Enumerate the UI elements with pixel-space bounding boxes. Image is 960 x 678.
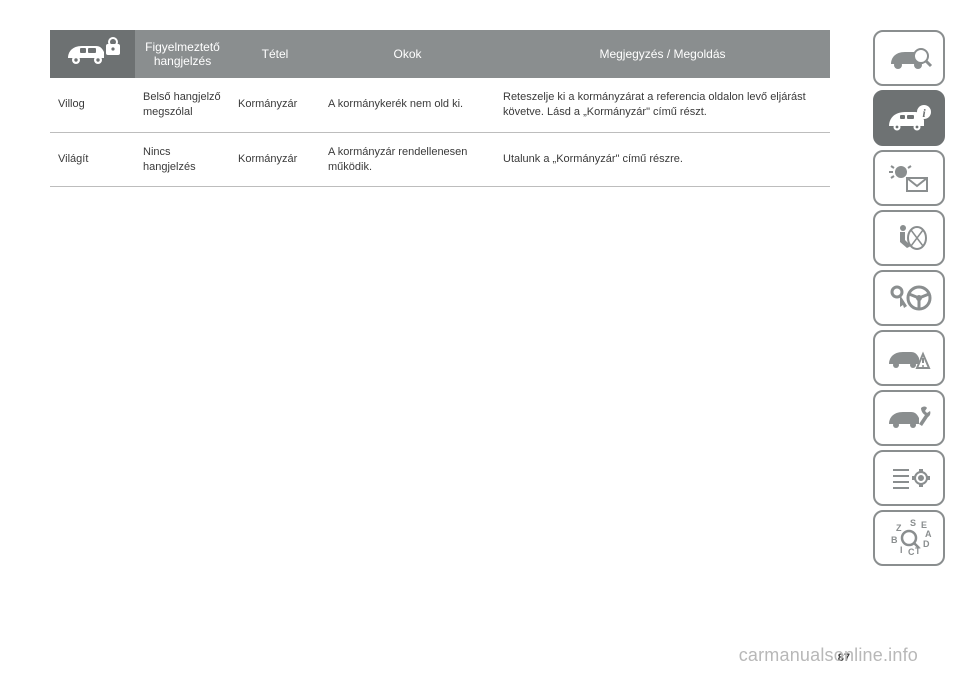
header-icon-cell xyxy=(50,30,135,78)
sidebar-item-maintenance[interactable] xyxy=(873,390,945,446)
warning-table: Figyelmeztető hangjelzés Tétel Okok Megj… xyxy=(50,30,830,187)
header-okok: Okok xyxy=(320,30,495,78)
car-lock-warning-icon xyxy=(62,36,124,73)
index-search-icon: Z B I C T D A E S xyxy=(885,518,933,558)
svg-text:Z: Z xyxy=(896,523,902,533)
car-wrench-icon xyxy=(885,400,933,436)
lights-mail-icon xyxy=(885,160,933,196)
header-megjegyzes: Megjegyzés / Megoldás xyxy=(495,30,830,78)
watermark-text: carmanualsonline.info xyxy=(739,645,918,666)
svg-text:I: I xyxy=(900,545,903,555)
cell-sound: Nincs hangjelzés xyxy=(135,132,230,187)
car-hazard-icon xyxy=(885,340,933,376)
sidebar-item-specs[interactable] xyxy=(873,450,945,506)
svg-text:E: E xyxy=(921,520,927,530)
cell-sound: Belső hangjelző megszólal xyxy=(135,78,230,132)
svg-text:A: A xyxy=(925,529,932,539)
sidebar-item-index[interactable]: Z B I C T D A E S xyxy=(873,510,945,566)
key-steering-icon xyxy=(885,280,933,316)
cell-status: Világít xyxy=(50,132,135,187)
list-gear-icon xyxy=(885,460,933,496)
cell-solution: Utalunk a „Kormányzár" című részre. xyxy=(495,132,830,187)
car-magnify-icon xyxy=(885,40,933,76)
header-tetel: Tétel xyxy=(230,30,320,78)
svg-text:C: C xyxy=(908,547,915,557)
cell-item: Kormányzár xyxy=(230,78,320,132)
sidebar-item-hazard[interactable] xyxy=(873,330,945,386)
svg-text:S: S xyxy=(910,518,916,528)
cell-solution: Reteszelje ki a kormányzárat a referenci… xyxy=(495,78,830,132)
cell-status: Villog xyxy=(50,78,135,132)
manual-page: Figyelmeztető hangjelzés Tétel Okok Megj… xyxy=(0,0,960,678)
cell-cause: A kormánykerék nem old ki. xyxy=(320,78,495,132)
table-row: Világít Nincs hangjelzés Kormányzár A ko… xyxy=(50,132,830,187)
airbag-seat-icon xyxy=(885,220,933,256)
table-header-row: Figyelmeztető hangjelzés Tétel Okok Megj… xyxy=(50,30,830,78)
car-info-icon: i xyxy=(885,100,933,136)
chapter-sidebar: i xyxy=(873,30,945,566)
cell-cause: A kormányzár rendellenesen működik. xyxy=(320,132,495,187)
content-area: Figyelmeztető hangjelzés Tétel Okok Megj… xyxy=(50,30,830,187)
table-row: Villog Belső hangjelző megszólal Kormány… xyxy=(50,78,830,132)
sidebar-item-info[interactable]: i xyxy=(873,90,945,146)
sidebar-item-airbag[interactable] xyxy=(873,210,945,266)
sidebar-item-inspect[interactable] xyxy=(873,30,945,86)
header-hangjelzes: Figyelmeztető hangjelzés xyxy=(135,30,230,78)
svg-text:D: D xyxy=(923,539,930,549)
sidebar-item-key-wheel[interactable] xyxy=(873,270,945,326)
svg-text:B: B xyxy=(891,535,898,545)
cell-item: Kormányzár xyxy=(230,132,320,187)
sidebar-item-lights[interactable] xyxy=(873,150,945,206)
